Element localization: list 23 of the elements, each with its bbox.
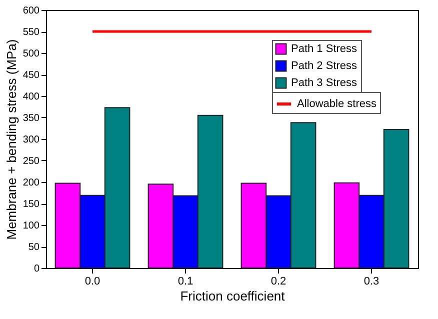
y-tick-label: 150 (22, 199, 40, 210)
y-tick-label: 50 (28, 242, 40, 253)
y-tick-label: 550 (22, 27, 40, 38)
y-tick-label: 400 (22, 92, 40, 102)
y-tick-label: 600 (22, 6, 40, 16)
y-tick-label: 250 (22, 156, 40, 167)
y-tick-label: 300 (22, 134, 40, 146)
x-tick-label: 0.1 (178, 276, 194, 288)
legend-label: Allowable stress (297, 98, 377, 110)
y-axis-title: Membrane + bending stress (MPa) (4, 39, 19, 240)
y-tick-label: 500 (22, 48, 40, 60)
y-tick-label: 0 (34, 264, 40, 274)
x-tick-label: 0.0 (84, 276, 100, 288)
x-tick-label: 0.3 (364, 276, 380, 288)
y-tick-label: 350 (22, 113, 40, 124)
legend-label: Path 3 Stress (291, 77, 358, 89)
legend-label: Path 1 Stress (291, 43, 358, 55)
legend-label: Path 2 Stress (291, 60, 358, 72)
y-tick-label: 450 (22, 70, 40, 81)
x-axis-title: Friction coefficient (180, 288, 286, 304)
x-tick-label: 0.2 (270, 276, 286, 288)
y-tick-label: 200 (22, 178, 40, 188)
y-tick-label: 100 (22, 220, 40, 232)
